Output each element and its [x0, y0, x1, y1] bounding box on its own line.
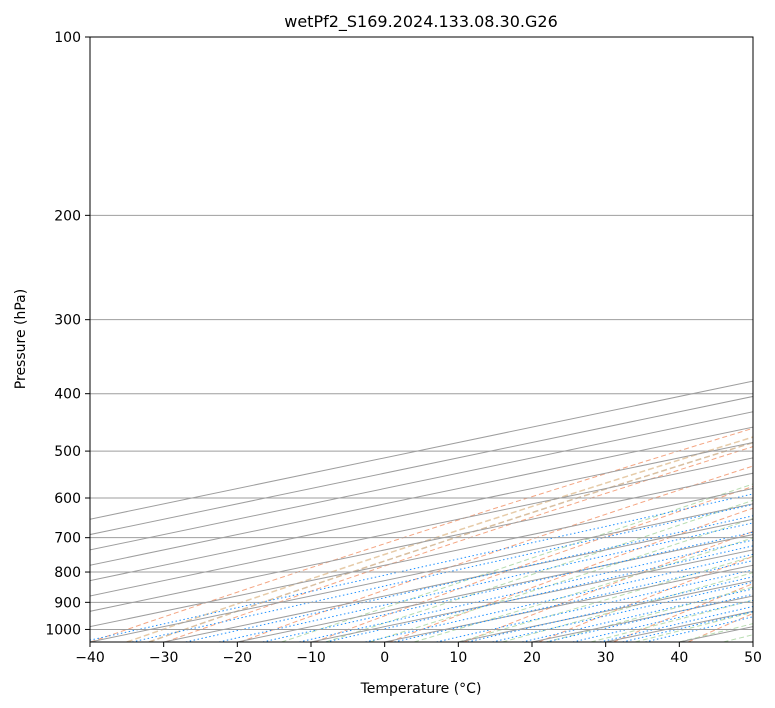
isotherm-line: [90, 503, 753, 642]
isotherm-line: [90, 457, 753, 597]
isotherm-line: [679, 626, 753, 642]
x-tick-label: −10: [296, 650, 326, 666]
mixing-ratio-line: [325, 545, 753, 642]
mixing-ratio-line: [262, 531, 753, 642]
isotherm-line: [458, 580, 753, 642]
y-tick-label: 300: [54, 313, 81, 329]
mixing-ratio-line: [365, 553, 753, 642]
moist-adiabat: [458, 555, 753, 642]
dry-adiabat: [538, 555, 753, 642]
mixing-ratio-line: [599, 605, 753, 642]
isotherm-line: [90, 426, 753, 566]
isotherm-line: [237, 534, 753, 642]
moist-adiabat: [369, 518, 753, 642]
y-tick-label: 100: [54, 30, 81, 46]
background-lines: [90, 37, 775, 642]
moist-adiabat: [546, 586, 753, 642]
x-tick-label: 0: [380, 650, 389, 666]
y-tick-label: 1000: [45, 622, 81, 638]
y-tick-label: 800: [54, 565, 81, 581]
isotherm-line: [163, 518, 753, 642]
boundary-adiabat: [148, 441, 753, 642]
isotherm-line: [90, 472, 753, 612]
mixing-ratio-line: [185, 515, 753, 642]
y-tick-label: 500: [54, 444, 81, 460]
moist-adiabat: [413, 537, 753, 642]
moist-adiabat: [325, 499, 753, 642]
isotherm-line: [384, 564, 753, 642]
axes: −40 −30 −20 −10 0 10 20 30 40 50 100 200 300 400 500 60…: [45, 30, 762, 666]
x-tick-label: 30: [597, 650, 615, 666]
dry-adiabat: [239, 465, 753, 642]
x-tick-label: −20: [223, 650, 253, 666]
plot-frame: [89, 36, 754, 643]
dry-adiabat: [463, 530, 753, 642]
dry-adiabat: [389, 507, 753, 642]
chart-title: wetPf2_S169.2024.133.08.30.G26: [284, 12, 558, 32]
isotherm-line: [90, 488, 753, 628]
mixing-ratio-line: [492, 581, 753, 642]
x-tick-label: 50: [744, 650, 762, 666]
x-tick-label: 10: [449, 650, 467, 666]
mixing-ratio-line: [299, 539, 753, 642]
x-tick-label: −30: [149, 650, 179, 666]
x-axis-label: Temperature (°C): [360, 681, 482, 697]
isotherm-line: [90, 395, 753, 536]
dry-adiabat: [613, 583, 753, 642]
x-tick-label: 40: [670, 650, 688, 666]
moist-adiabat: [679, 623, 753, 642]
mixing-ratio-line: [131, 503, 753, 642]
dry-adiabat: [314, 485, 753, 642]
dry-adiabat: [763, 37, 775, 642]
moist-adiabat: [723, 634, 753, 642]
x-tick-label: 20: [523, 650, 541, 666]
y-axis-label: Pressure (hPa): [13, 289, 29, 389]
y-tick-label: 700: [54, 531, 81, 547]
mixing-ratio-line: [572, 599, 753, 642]
moist-adiabat: [281, 483, 753, 642]
isotherm-line: [90, 380, 753, 520]
x-tick-label: −40: [75, 650, 105, 666]
y-tick-label: 200: [54, 208, 81, 224]
y-tick-label: 600: [54, 491, 81, 507]
y-tick-label: 400: [54, 387, 81, 403]
y-tick-label: 900: [54, 595, 81, 611]
dry-adiabat: [165, 446, 753, 642]
isotherm-line: [90, 411, 753, 551]
isotherm-line: [752, 641, 753, 642]
isotherm-line: [90, 441, 753, 582]
